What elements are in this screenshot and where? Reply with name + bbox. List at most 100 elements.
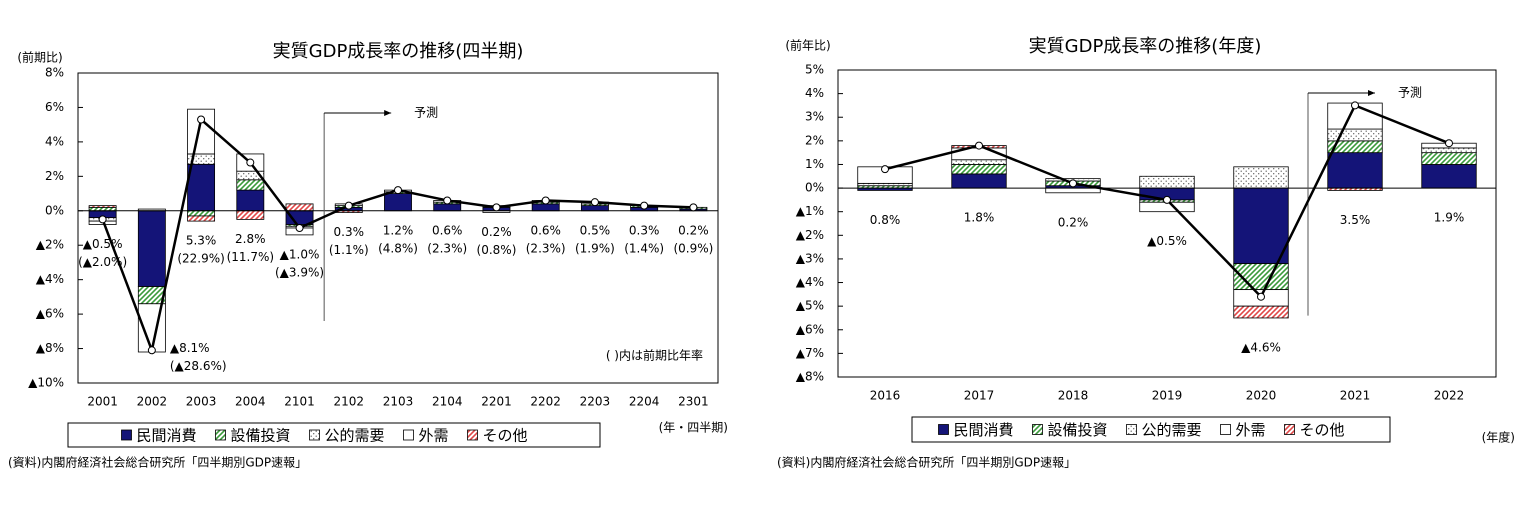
bar-segment	[951, 159, 1007, 165]
y-tick-label: ▲6%	[36, 307, 64, 321]
y-tick-label: ▲10%	[28, 376, 64, 390]
bar-segment	[285, 203, 314, 212]
source: (資料)内閣府経済社会総合研究所「四半期別GDP速報」	[777, 455, 1076, 470]
y-tick-label: ▲1%	[796, 204, 824, 218]
data-label: 0.2%	[678, 223, 709, 237]
forecast-label: 予測	[1398, 86, 1422, 100]
data-label: ▲1.0%	[280, 247, 320, 261]
bar-segment	[384, 193, 412, 212]
data-label: 0.3%	[334, 225, 365, 239]
legend-label: その他	[483, 427, 528, 445]
annualized-label: (▲3.9%)	[275, 265, 324, 279]
legend-swatch	[1126, 424, 1137, 435]
annualized-label: (▲2.0%)	[78, 255, 127, 269]
chart-title: 実質GDP成長率の推移(四半期)	[273, 41, 524, 62]
bar-segment	[187, 210, 216, 217]
bar-segment	[531, 203, 560, 212]
bar-segment	[580, 205, 609, 212]
legend-label: 公的需要	[1142, 421, 1202, 439]
y-tick-label: 5%	[805, 63, 824, 77]
x-tick-label: 2203	[580, 395, 611, 409]
bar-segment	[88, 205, 117, 208]
annualized-label: (2.3%)	[526, 241, 566, 255]
y-tick-label: 3%	[805, 110, 824, 124]
legend-box	[911, 416, 1391, 443]
x-tick-label: 2019	[1152, 389, 1183, 403]
x-tick-label: 2202	[530, 395, 561, 409]
annualized-label: (11.7%)	[227, 250, 274, 264]
data-label: 0.2%	[1058, 215, 1089, 229]
gdp-marker	[246, 158, 255, 167]
bar-segment	[137, 210, 166, 287]
y-tick-label: 4%	[45, 134, 64, 148]
bar-segment	[1327, 128, 1383, 142]
gdp-marker	[1351, 101, 1359, 110]
data-label: 0.8%	[870, 213, 901, 227]
y-tick-label: ▲2%	[796, 228, 824, 242]
bar-segment	[1233, 187, 1289, 265]
bar-segment	[951, 173, 1007, 189]
gdp-marker	[1445, 139, 1453, 148]
y-tick-label: 2%	[45, 169, 64, 183]
legend-swatch	[1284, 424, 1295, 435]
bar-segment	[951, 164, 1007, 175]
legend-box	[67, 422, 601, 448]
x-tick-label: 2301	[678, 395, 709, 409]
data-label: 0.6%	[530, 223, 561, 237]
x-tick-label: 2021	[1340, 389, 1371, 403]
bar-segment	[1421, 152, 1477, 165]
bar-segment	[88, 206, 117, 212]
legend-label: 公的需要	[325, 427, 385, 445]
gdp-marker	[344, 201, 353, 210]
y-tick-label: 0%	[45, 203, 64, 217]
bar-segment	[1233, 305, 1289, 319]
x-tick-label: 2004	[235, 395, 266, 409]
gdp-marker	[541, 196, 550, 205]
legend-swatch	[938, 424, 949, 435]
bar-segment	[187, 215, 216, 222]
source: (資料)内閣府経済社会総合研究所「四半期別GDP速報」	[8, 455, 307, 470]
y-tick-label: 4%	[805, 86, 824, 100]
x-tick-label: 2002	[137, 395, 168, 409]
legend-swatch	[403, 429, 414, 441]
bar-segment	[1421, 164, 1477, 189]
x-tick-label: 2104	[432, 395, 463, 409]
y-tick-label: 1%	[805, 157, 824, 171]
bar-segment	[187, 163, 216, 212]
chart-title: 実質GDP成長率の推移(年度)	[1029, 36, 1262, 57]
y-tick-label: ▲3%	[796, 251, 824, 265]
legend-swatch	[309, 429, 320, 441]
x-tick-label: 2201	[481, 395, 512, 409]
bar-segment	[1139, 175, 1195, 189]
legend-label: 設備投資	[1048, 421, 1108, 439]
data-label: ▲4.6%	[1241, 340, 1281, 354]
x-tick-label: 2016	[870, 389, 901, 403]
y-tick-label: ▲2%	[36, 238, 64, 252]
gdp-marker	[975, 141, 983, 150]
y-tick-label: ▲5%	[796, 299, 824, 313]
gdp-marker	[492, 203, 501, 212]
y-axis-label: (前期比)	[17, 50, 62, 65]
data-label: ▲0.5%	[83, 237, 123, 251]
y-axis-label: (前年比)	[785, 38, 830, 53]
y-tick-label: 6%	[45, 100, 64, 114]
gdp-marker	[147, 346, 156, 355]
y-tick-label: ▲7%	[796, 346, 824, 360]
data-label: 1.2%	[383, 223, 414, 237]
annualized-label: (0.9%)	[673, 241, 713, 255]
gdp-marker	[98, 215, 107, 224]
x-tick-label: 2020	[1246, 389, 1277, 403]
annualized-label: (1.4%)	[624, 241, 664, 255]
y-tick-label: 2%	[805, 133, 824, 147]
annualized-label: (1.9%)	[575, 241, 615, 255]
legend-label: 外需	[419, 427, 449, 445]
gdp-marker	[295, 224, 304, 232]
legend-swatch	[1220, 424, 1231, 435]
data-label: 0.5%	[580, 223, 611, 237]
data-label: ▲8.1%	[170, 341, 210, 355]
gdp-marker	[881, 165, 889, 174]
gdp-marker	[640, 201, 649, 210]
data-label: 5.3%	[186, 234, 217, 248]
x-axis-label: (年度)	[1482, 430, 1515, 445]
gdp-marker	[689, 203, 698, 212]
